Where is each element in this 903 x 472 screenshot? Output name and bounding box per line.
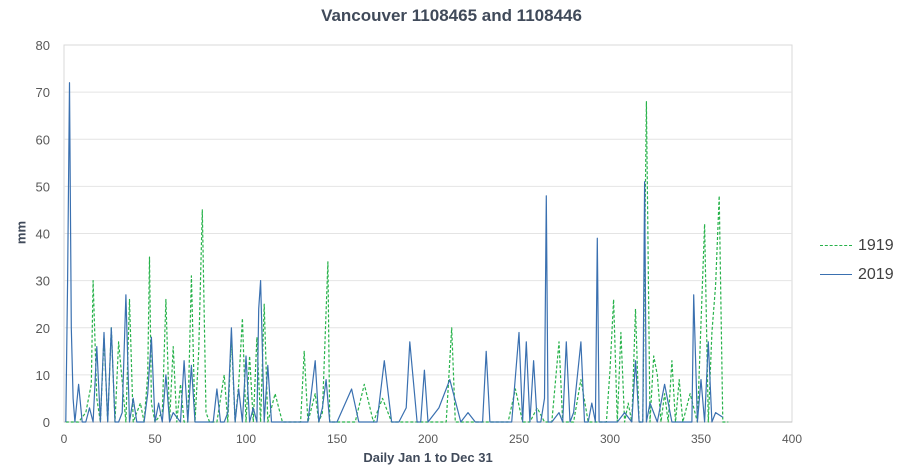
x-tick-label: 350 xyxy=(691,432,711,446)
legend-swatch-1919 xyxy=(820,245,852,246)
x-tick-label: 300 xyxy=(600,432,620,446)
x-tick-label: 400 xyxy=(782,432,802,446)
x-axis-label: Daily Jan 1 to Dec 31 xyxy=(363,450,493,465)
legend-label-2019: 2019 xyxy=(858,265,894,283)
legend: 1919 2019 xyxy=(820,231,894,289)
legend-item-2019: 2019 xyxy=(820,260,894,289)
x-tick-label: 50 xyxy=(148,432,162,446)
tick-labels: 0 10 20 30 40 50 60 70 80 0 50 100 150 200 250 300 350 40… xyxy=(36,38,803,446)
series-line-2019 xyxy=(65,82,724,423)
chart-title: Vancouver 1108465 and 1108446 xyxy=(321,6,582,25)
y-tick-label: 20 xyxy=(36,321,50,336)
y-tick-label: 0 xyxy=(43,415,50,430)
y-axis-label: mm xyxy=(13,220,29,245)
y-tick-label: 70 xyxy=(36,85,50,100)
x-tick-label: 200 xyxy=(418,432,438,446)
y-tick-label: 80 xyxy=(36,38,50,53)
y-tick-label: 30 xyxy=(36,274,50,289)
y-tick-label: 60 xyxy=(36,132,50,147)
x-tick-label: 0 xyxy=(61,432,68,446)
legend-item-1919: 1919 xyxy=(820,231,894,260)
legend-swatch-2019 xyxy=(820,274,852,275)
y-tick-label: 10 xyxy=(36,368,50,383)
legend-label-1919: 1919 xyxy=(858,236,894,254)
series-line-1919 xyxy=(65,100,729,423)
x-tick-label: 250 xyxy=(509,432,529,446)
x-tick-label: 150 xyxy=(327,432,347,446)
y-tick-label: 40 xyxy=(36,227,50,242)
series-lines xyxy=(65,82,729,423)
x-tick-label: 100 xyxy=(236,432,256,446)
grid xyxy=(63,44,793,423)
y-tick-label: 50 xyxy=(36,179,50,194)
